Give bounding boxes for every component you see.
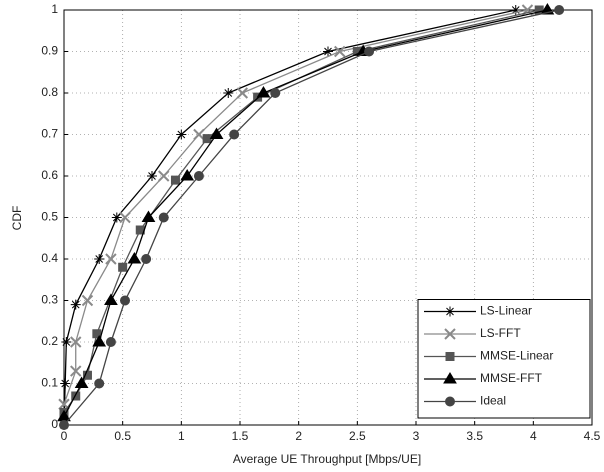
data-point: [58, 420, 70, 430]
data-point: [120, 295, 131, 306]
y-tick-label: 0.8: [41, 85, 58, 99]
data-point: [141, 210, 156, 222]
data-point: [176, 129, 187, 140]
data-point: [147, 171, 157, 181]
data-point: [118, 262, 128, 272]
x-tick-label: 3: [413, 429, 420, 443]
legend-marker: [443, 372, 457, 384]
data-point: [105, 253, 117, 265]
data-point: [111, 212, 122, 223]
data-point: [209, 127, 224, 139]
x-tick-label: 1.5: [232, 429, 249, 443]
legend-marker: [445, 352, 455, 361]
x-tick-label: 1: [178, 429, 185, 443]
y-tick-label: 1: [51, 2, 58, 16]
y-tick-label: 0.5: [41, 210, 58, 224]
x-tick-label: 3.5: [466, 429, 483, 443]
data-point: [229, 129, 240, 140]
data-point: [180, 169, 195, 181]
data-point: [323, 46, 333, 57]
x-tick-label: 0: [61, 429, 68, 443]
y-tick-label: 0.3: [41, 293, 58, 307]
y-tick-label: 0.6: [41, 168, 58, 182]
y-tick-label: 0.9: [41, 44, 58, 58]
y-tick-label: 0.7: [41, 127, 58, 141]
data-point: [70, 336, 82, 348]
x-tick-label: 2.5: [349, 429, 366, 443]
data-point: [510, 5, 521, 15]
data-point: [270, 88, 281, 98]
data-point: [158, 170, 170, 182]
data-point: [141, 254, 152, 264]
data-point: [61, 337, 72, 347]
legend-label: Ideal: [480, 394, 506, 408]
data-point: [119, 211, 131, 224]
data-point: [70, 365, 82, 377]
data-point: [193, 171, 204, 181]
data-point: [92, 335, 107, 347]
legend-marker: [444, 396, 456, 407]
legend-label: MMSE-FFT: [480, 371, 543, 385]
x-tick-label: 4.5: [584, 429, 601, 443]
data-point: [94, 254, 105, 264]
y-tick-label: 0: [51, 417, 58, 431]
data-point: [94, 378, 105, 389]
data-point: [127, 252, 142, 264]
legend-label: LS-FFT: [480, 326, 521, 340]
y-tick-label: 0.4: [41, 251, 58, 265]
y-tick-label: 0.2: [41, 334, 58, 348]
data-point: [236, 87, 249, 99]
data-point: [364, 46, 375, 57]
x-tick-label: 2: [295, 429, 302, 443]
legend-marker: [445, 306, 455, 317]
data-point: [104, 293, 118, 305]
data-point: [70, 299, 81, 310]
y-tick-label: 0.1: [41, 376, 58, 390]
legend-label: MMSE-Linear: [480, 349, 553, 363]
data-point: [74, 376, 89, 388]
data-point: [554, 5, 565, 15]
data-point: [81, 294, 94, 307]
data-point: [334, 45, 346, 58]
data-point: [105, 337, 116, 347]
data-point: [223, 88, 234, 98]
legend-marker: [444, 328, 456, 340]
legend-label: LS-Linear: [480, 304, 532, 318]
data-point: [135, 225, 145, 235]
data-point: [256, 86, 271, 98]
data-point: [193, 128, 205, 141]
data-point: [170, 175, 180, 185]
x-tick-label: 0.5: [114, 429, 131, 443]
data-point: [60, 378, 71, 389]
x-tick-label: 4: [530, 429, 537, 443]
plot-frame: [63, 9, 593, 426]
y-axis-label: CDF: [10, 206, 24, 231]
data-point: [158, 212, 169, 223]
x-axis-label: Average UE Throughput [Mbps/UE]: [233, 452, 421, 466]
